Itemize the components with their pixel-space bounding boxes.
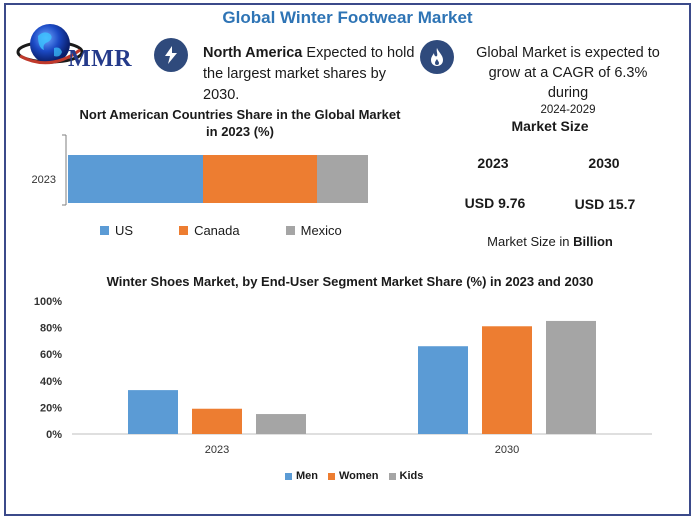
market-value-2030: USD 15.7 bbox=[574, 196, 636, 212]
legend-item-women: Women bbox=[328, 470, 379, 482]
north-america-note: North America Expected to hold the large… bbox=[203, 43, 418, 106]
legend-swatch-women bbox=[328, 472, 335, 480]
legend-label-us: US bbox=[115, 223, 134, 238]
market-size-title: Market Size bbox=[511, 118, 589, 134]
bar-men-2030 bbox=[418, 346, 468, 434]
market-size-unit: Billion bbox=[573, 234, 613, 249]
bar-kids-2023 bbox=[256, 414, 306, 434]
legend-label-men: Men bbox=[296, 470, 318, 482]
grouped-chart-title: Winter Shoes Market, by End-User Segment… bbox=[106, 274, 594, 289]
legend-label-kids: Kids bbox=[399, 470, 424, 482]
legend-label-canada: Canada bbox=[194, 223, 240, 238]
y-tick-label: 80% bbox=[40, 323, 62, 335]
stacked-bar-segment-mexico bbox=[317, 155, 368, 203]
legend-swatch-men bbox=[285, 472, 292, 480]
x-category-label: 2030 bbox=[495, 444, 519, 456]
lightning-icon bbox=[154, 38, 188, 72]
stacked-bar-segment-canada bbox=[203, 155, 317, 203]
legend-swatch-mexico bbox=[285, 226, 295, 235]
legend-item-kids: Kids bbox=[388, 470, 424, 482]
cagr-period: 2024-2029 bbox=[540, 104, 596, 116]
bar-men-2023 bbox=[128, 390, 178, 434]
grouped-bar-chart: 0% 20% 40% 60% 80% 100% 2023 2030 bbox=[34, 296, 652, 456]
legend-item-canada: Canada bbox=[179, 223, 240, 238]
legend-swatch-canada bbox=[179, 226, 189, 235]
legend-item-mexico: Mexico bbox=[285, 223, 342, 238]
cagr-note: Global Market is expected to grow at a C… bbox=[470, 43, 666, 118]
stacked-chart-title: Nort American Countries Share in the Glo… bbox=[70, 106, 410, 140]
logo-text: MMR bbox=[68, 46, 133, 72]
grouped-legend: Men Women Kids bbox=[285, 470, 423, 482]
globe-logo-icon bbox=[16, 24, 84, 65]
stacked-category-label: 2023 bbox=[32, 174, 56, 186]
region-statement: Expected to hold the largest market shar… bbox=[203, 45, 415, 103]
bar-women-2023 bbox=[192, 408, 242, 434]
mmr-logo: MMR bbox=[14, 18, 144, 76]
stacked-legend: US Canada Mexico bbox=[100, 223, 342, 238]
market-size-unit-prefix: Market Size in bbox=[487, 234, 574, 249]
y-tick-label: 60% bbox=[40, 349, 62, 361]
stacked-bar-chart: 2023 bbox=[32, 134, 368, 206]
market-size-unit-note: Market Size in Billion bbox=[460, 234, 640, 249]
flame-icon bbox=[420, 40, 454, 74]
stacked-chart-title-line2: in 2023 (%) bbox=[206, 124, 274, 139]
y-tick-label: 20% bbox=[40, 402, 62, 414]
y-tick-label: 0% bbox=[46, 429, 62, 441]
x-category-label: 2023 bbox=[205, 444, 229, 456]
market-year-2030: 2030 bbox=[588, 155, 620, 171]
market-value-2023: USD 9.76 bbox=[464, 195, 526, 211]
market-year-2023: 2023 bbox=[477, 155, 509, 171]
legend-swatch-kids bbox=[388, 472, 396, 480]
y-tick-label: 40% bbox=[40, 376, 62, 388]
legend-label-women: Women bbox=[339, 470, 379, 482]
legend-swatch-us bbox=[100, 226, 109, 235]
bar-kids-2030 bbox=[546, 320, 596, 434]
page-title: Global Winter Footwear Market bbox=[222, 8, 473, 27]
cagr-text: Global Market is expected to grow at a C… bbox=[476, 45, 660, 101]
stacked-bar-segment-us bbox=[68, 155, 203, 203]
legend-item-us: US bbox=[100, 223, 133, 238]
legend-label-mexico: Mexico bbox=[300, 223, 342, 238]
region-name: North America bbox=[203, 45, 303, 61]
bar-women-2030 bbox=[482, 326, 532, 434]
legend-item-men: Men bbox=[285, 470, 318, 482]
y-tick-label: 100% bbox=[34, 296, 62, 308]
stacked-chart-title-line1: Nort American Countries Share in the Glo… bbox=[79, 107, 401, 122]
